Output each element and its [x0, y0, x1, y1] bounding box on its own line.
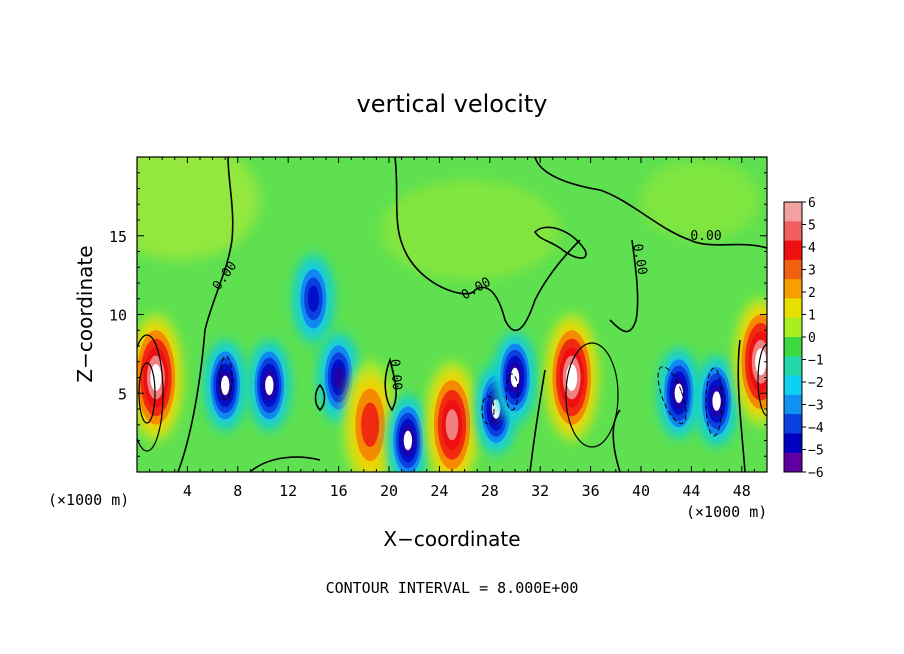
downdraft-core [510, 367, 520, 388]
x-unit-right: (×1000 m) [686, 503, 767, 521]
colorbar-swatch [784, 279, 802, 299]
zero-contour-line [533, 226, 587, 259]
y-axis-title: Z−coordinate [73, 245, 97, 382]
x-tick-label: 32 [531, 482, 549, 500]
negative-contour-line [657, 366, 687, 424]
colorbar-label: 1 [808, 309, 816, 324]
positive-contour-line [757, 343, 767, 417]
zero-contours [177, 157, 767, 472]
colorbar-swatch [784, 337, 802, 357]
colorbar-swatch [784, 433, 802, 454]
colorbar-swatch [784, 414, 802, 434]
x-tick-label: 4 [183, 482, 192, 500]
colorbar-swatch [784, 317, 802, 338]
y-axis: 5 10 15 [109, 172, 767, 457]
y-tick-label: 15 [109, 228, 127, 246]
colorbar-swatch [784, 375, 802, 396]
downdraft-core [307, 285, 320, 312]
zero-contour-line [529, 369, 546, 472]
downdraft-core [674, 383, 683, 403]
plot-area: 0.00 0.000.000.000.00 [137, 157, 767, 472]
contour-interval-note: CONTOUR INTERVAL = 8.000E+00 [326, 579, 579, 597]
x-tick-label: 12 [279, 482, 297, 500]
negative-contour-line [219, 355, 233, 401]
colorbar-swatch [784, 394, 802, 415]
zero-contour-line [314, 383, 326, 412]
x-tick-label: 24 [430, 482, 448, 500]
field-features [137, 157, 767, 472]
colorbar-swatch [784, 202, 802, 222]
colorbar-label: −4 [808, 421, 824, 436]
updraft-core [445, 409, 459, 441]
x-axis-title: X−coordinate [383, 527, 520, 551]
x-unit-left: (×1000 m) [48, 491, 129, 509]
colorbar-swatch [784, 259, 802, 280]
downdraft-core [221, 375, 230, 396]
y-tick-label: 5 [118, 385, 127, 403]
x-tick-label: 36 [582, 482, 600, 500]
colorbar-swatch [784, 240, 802, 261]
x-tick-label: 40 [632, 482, 650, 500]
x-tick-label: 48 [733, 482, 751, 500]
colorbar-label: −6 [808, 466, 824, 481]
colorbar-label: 3 [808, 264, 816, 279]
x-tick-label: 16 [330, 482, 348, 500]
contour-label: 0.00 [629, 243, 649, 276]
colorbar-label: −1 [808, 354, 824, 369]
colorbar-label: −5 [808, 444, 824, 459]
positive-contour-line [137, 334, 164, 452]
contour-label: 0.00 [690, 229, 721, 244]
x-tick-label: 44 [682, 482, 700, 500]
x-tick-label: 8 [233, 482, 242, 500]
colorbar-swatch [784, 221, 802, 242]
zero-contour-line [534, 157, 767, 249]
chart-title: vertical velocity [357, 90, 548, 118]
downdraft-core [403, 430, 413, 451]
zero-contour-line [612, 409, 621, 472]
x-tick-label: 28 [481, 482, 499, 500]
downdraft-core [265, 375, 274, 396]
x-tick-label: 20 [380, 482, 398, 500]
zero-contour-line [394, 157, 581, 332]
colorbar-label: −2 [808, 376, 824, 391]
x-axis: 4 8 12 16 20 24 28 32 36 40 44 48 [149, 157, 755, 500]
updraft-core [361, 402, 380, 448]
colorbar-label: 5 [808, 219, 816, 234]
colorbar-swatch [784, 298, 802, 319]
downdraft-core [333, 366, 344, 389]
negative-contour-line [705, 367, 723, 437]
upper-shading [380, 180, 560, 280]
contour-label: 0.00 [387, 358, 405, 391]
zero-contour-line [609, 239, 639, 333]
downdraft-core [712, 391, 721, 411]
positive-contour-line [565, 342, 619, 448]
colorbar-swatch [784, 452, 802, 473]
colorbar: 6 5 4 3 2 1 0 −1 −2 −3 −4 −5 −6 [783, 196, 824, 481]
colorbar-label: −3 [808, 399, 824, 414]
upper-shading [640, 160, 760, 240]
colorbar-label: 4 [808, 241, 816, 256]
zero-contour-line [737, 339, 746, 472]
negative-contours [219, 355, 723, 437]
colorbar-label: 2 [808, 286, 816, 301]
negative-contour-line [481, 395, 495, 425]
colorbar-swatch [784, 356, 802, 377]
updraft-core [150, 364, 162, 391]
negative-contour-line [505, 373, 519, 411]
zero-contour-line [384, 357, 397, 412]
colorbar-label: 6 [808, 196, 816, 211]
zero-contour-line [249, 456, 321, 472]
y-tick-label: 10 [109, 307, 127, 325]
zero-contour-line [177, 157, 234, 472]
colorbar-label: 0 [808, 331, 816, 346]
